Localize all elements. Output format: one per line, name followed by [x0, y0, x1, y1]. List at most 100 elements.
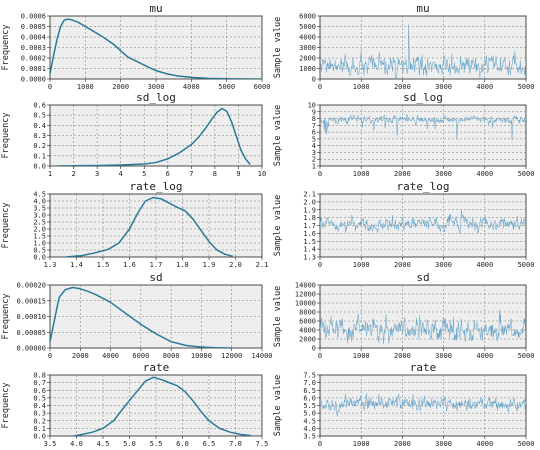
x-tick-label: 7 [189, 170, 193, 178]
y-tick-label: 4.0 [303, 425, 316, 433]
x-tick-label: 9 [236, 170, 240, 178]
density-series-line [65, 196, 234, 257]
y-tick-label: 3 [312, 149, 316, 157]
y-tick-label: 6.0 [303, 394, 316, 402]
x-tick-label: 1 [48, 170, 52, 178]
x-tick-label: 2000 [394, 352, 411, 360]
x-tick-label: 1.9 [203, 261, 216, 269]
x-tick-label: 0 [318, 170, 322, 178]
y-tick-label: 5.5 [303, 402, 316, 410]
y-tick-label: 0.0 [33, 163, 46, 171]
density-series-line [57, 107, 251, 166]
y-tick-label: 4.5 [33, 191, 46, 199]
y-tick-label: 0.1 [33, 425, 46, 433]
y-tick-label: 0.4 [33, 402, 46, 410]
y-tick-label: 5000 [299, 23, 316, 31]
x-tick-label: 0 [48, 83, 52, 91]
x-tick-label: 12000 [221, 352, 242, 360]
x-tick-label: 3000 [435, 261, 452, 269]
y-tick-label: 10000 [295, 300, 316, 308]
x-tick-label: 5000 [518, 440, 535, 448]
x-tick-label: 1000 [77, 83, 94, 91]
x-tick-label: 0 [318, 440, 322, 448]
y-tick-label: 8000 [299, 309, 316, 317]
y-tick-label: 1000 [299, 65, 316, 73]
y-axis-label: Sample value [273, 17, 283, 78]
y-tick-label: 0.8 [33, 372, 46, 380]
y-tick-label: 0.4 [33, 122, 46, 130]
y-tick-label: 0.2 [33, 417, 46, 425]
chart-title: sd_log [136, 91, 176, 104]
x-tick-label: 4000 [476, 83, 493, 91]
y-tick-label: 5.0 [303, 410, 316, 418]
y-tick-label: 1.3 [303, 254, 316, 262]
y-tick-label: 1.5 [303, 238, 316, 246]
density-series-line [73, 376, 252, 436]
chart-title: sd [416, 271, 429, 284]
y-tick-label: 0.0006 [21, 13, 46, 21]
x-tick-label: 2000 [72, 352, 89, 360]
x-tick-label: 5000 [518, 83, 535, 91]
y-tick-label: 7.5 [303, 372, 316, 380]
y-tick-label: 3000 [299, 44, 316, 52]
x-tick-label: 6 [166, 170, 170, 178]
y-tick-label: 0.00005 [16, 329, 46, 337]
x-tick-label: 5 [142, 170, 146, 178]
x-tick-label: 3000 [148, 83, 165, 91]
x-tick-label: 8 [213, 170, 217, 178]
chart-panel: sd_log Frequency 1 2 3 4 5 6 7 8 9 10 0.0 0.1 0.2 0.3 0.… [1, 91, 266, 178]
x-tick-label: 0 [48, 352, 52, 360]
y-tick-label: 10 [308, 102, 316, 110]
x-tick-label: 3.5 [44, 440, 57, 448]
x-tick-label: 5000 [518, 352, 535, 360]
x-tick-label: 6000 [132, 352, 149, 360]
y-tick-label: 5 [312, 135, 316, 143]
trace-series-line [320, 113, 526, 141]
y-tick-label: 0.00015 [16, 297, 46, 305]
plot-area [319, 193, 527, 258]
y-tick-label: 0.6 [33, 102, 46, 110]
chart-panel: sd_log Sample value 0 1000 2000 3000 4000 5000 1… [273, 91, 534, 178]
x-tick-label: 0 [318, 352, 322, 360]
y-tick-label: 6000 [299, 13, 316, 21]
chart-panel: rate_log Sample value 0 1000 2000 3000 4000 500… [273, 180, 534, 269]
chart-panel: mu Sample value 0 1000 2000 3000 4000 5000 0 1000… [273, 2, 534, 91]
plot-area [319, 104, 527, 167]
y-tick-label: 0.3 [33, 132, 46, 140]
chart-title: mu [149, 2, 162, 15]
y-axis-label: Sample value [273, 375, 283, 436]
y-tick-label: 8 [312, 115, 316, 123]
x-tick-label: 1000 [353, 440, 370, 448]
x-tick-label: 2000 [394, 170, 411, 178]
x-tick-label: 1.3 [44, 261, 57, 269]
x-tick-label: 3 [95, 170, 99, 178]
x-tick-label: 2000 [112, 83, 129, 91]
y-tick-label: 4.5 [303, 417, 316, 425]
y-tick-label: 3.5 [33, 205, 46, 213]
y-tick-label: 1.6 [303, 230, 316, 238]
x-tick-label: 5000 [218, 83, 235, 91]
x-tick-label: 0 [318, 261, 322, 269]
x-tick-label: 1.7 [150, 261, 163, 269]
y-tick-label: 0.00010 [16, 313, 46, 321]
y-tick-label: 1.8 [303, 214, 316, 222]
x-tick-label: 2000 [394, 440, 411, 448]
x-tick-label: 10 [258, 170, 266, 178]
y-axis-label: Sample value [273, 286, 283, 347]
y-axis-label: Frequency [1, 112, 11, 158]
y-tick-label: 3.5 [303, 433, 316, 441]
y-tick-label: 0.7 [33, 379, 46, 387]
y-tick-label: 9 [312, 108, 316, 116]
y-axis-label: Sample value [273, 195, 283, 256]
y-tick-label: 2 [312, 156, 316, 164]
x-tick-label: 6000 [254, 83, 271, 91]
plot-area [319, 284, 527, 349]
x-tick-label: 1.5 [97, 261, 110, 269]
x-tick-label: 3000 [435, 352, 452, 360]
y-tick-label: 0.5 [33, 112, 46, 120]
x-tick-label: 1000 [353, 261, 370, 269]
y-tick-label: 4000 [299, 327, 316, 335]
y-tick-label: 6.5 [303, 387, 316, 395]
x-tick-label: 1.8 [176, 261, 189, 269]
x-tick-label: 2000 [394, 261, 411, 269]
